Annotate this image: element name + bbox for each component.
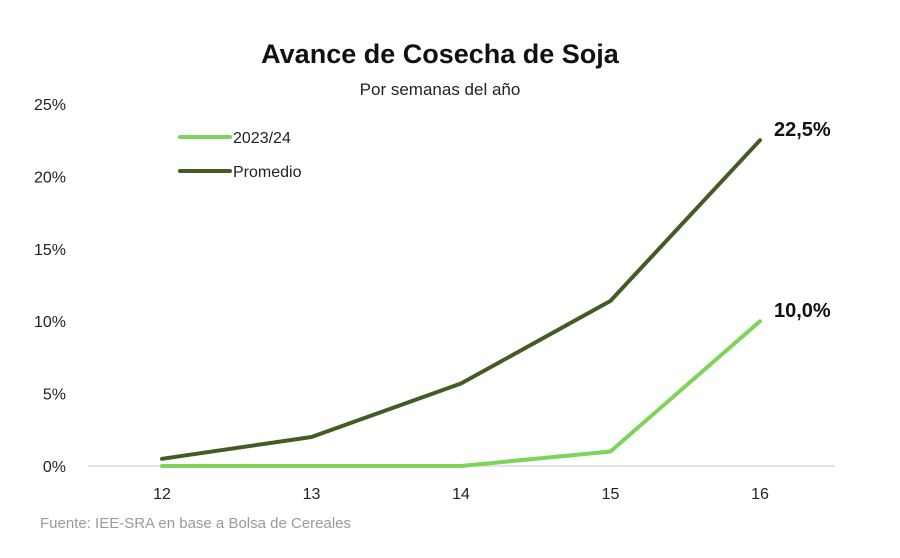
y-tick-label: 25% — [34, 97, 66, 114]
y-tick-label: 20% — [34, 169, 66, 186]
y-axis: 0% 5% 10% 15% 20% 25% — [34, 97, 66, 476]
x-tick-label: 15 — [602, 486, 620, 503]
legend: 2023/24 Promedio — [178, 130, 302, 181]
y-tick-label: 5% — [43, 387, 66, 404]
legend-label: Promedio — [233, 164, 302, 181]
x-tick-label: 12 — [153, 486, 171, 503]
series-line-promedio — [160, 138, 762, 461]
chart-title: Avance de Cosecha de Soja — [261, 39, 620, 69]
x-tick-label: 13 — [303, 486, 321, 503]
legend-label: 2023/24 — [233, 130, 291, 147]
source-note: Fuente: IEE-SRA en base a Bolsa de Cerea… — [40, 515, 351, 532]
y-tick-label: 10% — [34, 314, 66, 331]
y-tick-label: 15% — [34, 242, 66, 259]
series-line-2023-24 — [160, 319, 762, 468]
data-label-2023-24: 10,0% — [774, 300, 831, 322]
chart-subtitle: Por semanas del año — [360, 80, 521, 99]
y-tick-label: 0% — [43, 459, 66, 476]
x-tick-label: 16 — [751, 486, 769, 503]
end-labels: 10,0% 22,5% — [774, 119, 831, 322]
series-layer — [160, 138, 762, 468]
data-label-promedio: 22,5% — [774, 119, 831, 141]
x-tick-label: 14 — [452, 486, 470, 503]
x-axis: 12 13 14 15 16 — [88, 465, 835, 503]
